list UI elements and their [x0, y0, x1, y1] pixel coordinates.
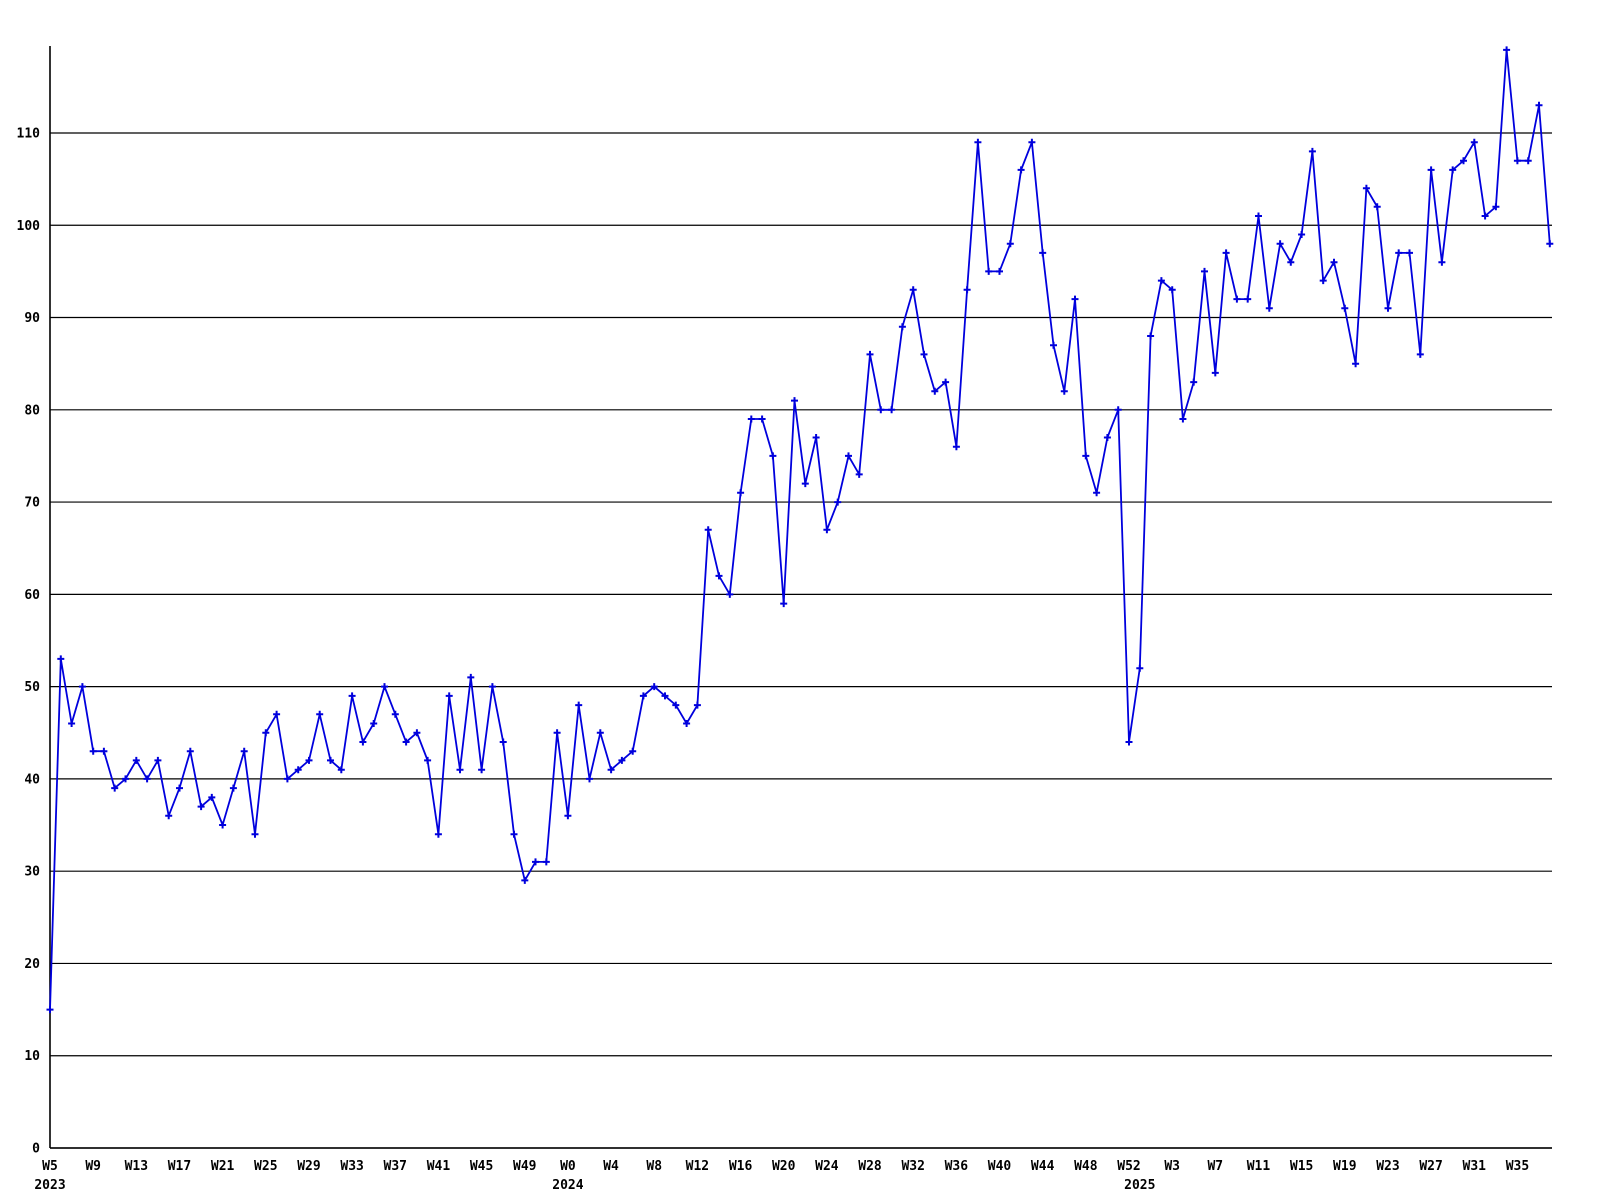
- y-tick-label: 100: [17, 219, 41, 234]
- x-tick-label: W35: [1506, 1159, 1529, 1174]
- y-tick-label: 110: [17, 126, 41, 141]
- y-tick-label: 50: [24, 680, 40, 695]
- x-year-label: 2025: [1124, 1178, 1155, 1193]
- y-tick-label: 80: [24, 403, 40, 418]
- y-tick-label: 20: [24, 957, 40, 972]
- data-point-markers: [46, 46, 1554, 1014]
- x-tick-label: W32: [901, 1159, 924, 1174]
- x-year-label: 2023: [34, 1178, 65, 1193]
- x-tick-label: W7: [1207, 1159, 1223, 1174]
- x-year-label: 2024: [552, 1178, 583, 1193]
- x-tick-label: W33: [340, 1159, 363, 1174]
- y-tick-label: 90: [24, 311, 40, 326]
- x-tick-label: W11: [1247, 1159, 1271, 1174]
- x-tick-label: W41: [427, 1159, 451, 1174]
- x-tick-label: W20: [772, 1159, 796, 1174]
- y-tick-label: 60: [24, 588, 40, 603]
- x-tick-label: W25: [254, 1159, 277, 1174]
- x-tick-label: W4: [603, 1159, 619, 1174]
- x-tick-label: W44: [1031, 1159, 1055, 1174]
- x-tick-label: W15: [1290, 1159, 1313, 1174]
- x-tick-label: W19: [1333, 1159, 1356, 1174]
- x-tick-label: W27: [1419, 1159, 1442, 1174]
- x-tick-label: W9: [85, 1159, 101, 1174]
- x-tick-label: W16: [729, 1159, 753, 1174]
- x-tick-label: W28: [858, 1159, 882, 1174]
- x-tick-label: W24: [815, 1159, 839, 1174]
- x-tick-label: W29: [297, 1159, 320, 1174]
- x-tick-label: W31: [1463, 1159, 1487, 1174]
- y-tick-label: 40: [24, 772, 40, 787]
- x-tick-label: W48: [1074, 1159, 1098, 1174]
- x-tick-label: W23: [1376, 1159, 1399, 1174]
- y-tick-label: 10: [24, 1049, 40, 1064]
- y-tick-label: 30: [24, 865, 40, 880]
- x-tick-label: W5: [42, 1159, 58, 1174]
- x-tick-label: W12: [686, 1159, 709, 1174]
- x-tick-label: W40: [988, 1159, 1012, 1174]
- series-line: [49, 49, 1551, 1010]
- y-tick-label: 70: [24, 496, 40, 511]
- x-tick-label: W45: [470, 1159, 493, 1174]
- x-tick-label: W17: [168, 1159, 191, 1174]
- x-tick-label: W37: [384, 1159, 407, 1174]
- x-tick-label: W13: [125, 1159, 148, 1174]
- x-tick-label: W8: [646, 1159, 662, 1174]
- x-tick-label: W52: [1117, 1159, 1140, 1174]
- x-tick-label: W36: [945, 1159, 969, 1174]
- x-tick-label: W49: [513, 1159, 536, 1174]
- x-tick-label: W3: [1164, 1159, 1180, 1174]
- x-tick-label: W0: [560, 1159, 576, 1174]
- y-tick-label: 0: [32, 1142, 40, 1157]
- x-tick-label: W21: [211, 1159, 235, 1174]
